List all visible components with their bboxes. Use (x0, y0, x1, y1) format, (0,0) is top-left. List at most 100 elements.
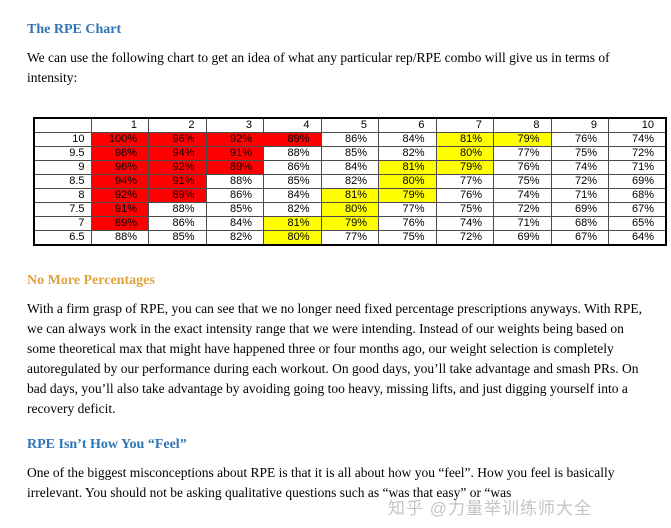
intensity-cell: 80% (320, 202, 379, 217)
intensity-cell: 92% (205, 132, 264, 147)
intensity-cell: 88% (90, 230, 149, 246)
intensity-cell: 79% (435, 160, 494, 175)
intensity-cell: 71% (550, 188, 609, 203)
intensity-cell: 92% (148, 160, 207, 175)
intensity-cell: 67% (608, 202, 667, 217)
table-row: 7.5 91% 88% 85% 82% 80% 77% 75% 72% 69% 67% (33, 202, 667, 217)
intensity-cell: 89% (263, 132, 322, 147)
intensity-cell: 85% (320, 146, 379, 161)
intensity-cell: 86% (148, 216, 207, 231)
intensity-cell: 89% (90, 216, 149, 231)
intensity-cell: 80% (378, 174, 437, 189)
intensity-cell: 76% (435, 188, 494, 203)
intensity-cell: 72% (493, 202, 552, 217)
intensity-cell: 86% (263, 160, 322, 175)
table-row: 9 96% 92% 89% 86% 84% 81% 79% 76% 74% 71% (33, 160, 667, 175)
rpe-row-label: 8.5 (33, 174, 92, 189)
intensity-cell: 71% (493, 216, 552, 231)
intensity-cell: 89% (205, 160, 264, 175)
intensity-cell: 85% (148, 230, 207, 246)
rep-count-header: 9 (550, 117, 609, 133)
intensity-cell: 85% (263, 174, 322, 189)
rep-count-header: 4 (263, 117, 322, 133)
intensity-cell: 64% (608, 230, 667, 246)
heading-rpe-isnt-how-you-feel: RPE Isn’t How You “Feel” (27, 437, 187, 452)
table-header-row: 1 2 3 4 5 6 7 8 9 10 (33, 117, 667, 133)
intensity-cell: 74% (608, 132, 667, 147)
rep-count-header: 5 (320, 117, 379, 133)
intensity-cell: 96% (148, 132, 207, 147)
intensity-cell: 89% (148, 188, 207, 203)
intensity-cell: 85% (205, 202, 264, 217)
rpe-row-label: 10 (33, 132, 92, 147)
intensity-cell: 92% (90, 188, 149, 203)
paragraph-rpe-isnt-how-you-feel: One of the biggest misconceptions about … (27, 465, 615, 500)
intensity-cell: 80% (263, 230, 322, 246)
intensity-cell: 68% (550, 216, 609, 231)
intensity-cell: 79% (378, 188, 437, 203)
table-row: 8 92% 89% 86% 84% 81% 79% 76% 74% 71% 68% (33, 188, 667, 203)
intensity-cell: 76% (493, 160, 552, 175)
intensity-cell: 75% (378, 230, 437, 246)
intensity-cell: 77% (320, 230, 379, 246)
intensity-cell: 74% (550, 160, 609, 175)
intensity-cell: 86% (205, 188, 264, 203)
paragraph-intro: We can use the following chart to get an… (27, 50, 610, 85)
table-row: 7 89% 86% 84% 81% 79% 76% 74% 71% 68% 65% (33, 216, 667, 231)
intensity-cell: 76% (378, 216, 437, 231)
intensity-cell: 91% (205, 146, 264, 161)
intensity-cell: 82% (378, 146, 437, 161)
rep-count-header: 2 (148, 117, 207, 133)
intensity-cell: 79% (320, 216, 379, 231)
rep-count-header: 6 (378, 117, 437, 133)
intensity-cell: 88% (205, 174, 264, 189)
table-corner-cell (33, 117, 92, 133)
intensity-cell: 74% (435, 216, 494, 231)
paragraph-no-more-percentages: With a firm grasp of RPE, you can see th… (27, 301, 642, 416)
intensity-cell: 75% (435, 202, 494, 217)
intensity-cell: 88% (263, 146, 322, 161)
rep-count-header: 10 (608, 117, 667, 133)
intensity-cell: 82% (205, 230, 264, 246)
table-row: 8.5 94% 91% 88% 85% 82% 80% 77% 75% 72% 69% (33, 174, 667, 189)
rep-count-header: 8 (493, 117, 552, 133)
intensity-cell: 68% (608, 188, 667, 203)
intensity-cell: 98% (90, 146, 149, 161)
document-page: The RPE Chart We can use the following c… (27, 22, 667, 518)
intensity-cell: 80% (435, 146, 494, 161)
rpe-row-label: 9.5 (33, 146, 92, 161)
intensity-cell: 75% (550, 146, 609, 161)
intensity-cell: 76% (550, 132, 609, 147)
rpe-chart-table: 1 2 3 4 5 6 7 8 9 10 10 100% 96% 92% 89% 86% 84% 81% 79% 76… (33, 117, 667, 246)
intensity-cell: 65% (608, 216, 667, 231)
intensity-cell: 69% (493, 230, 552, 246)
rpe-row-label: 6.5 (33, 230, 92, 246)
intensity-cell: 75% (493, 174, 552, 189)
intensity-cell: 91% (148, 174, 207, 189)
heading-the-rpe-chart: The RPE Chart (27, 22, 122, 37)
intensity-cell: 86% (320, 132, 379, 147)
intensity-cell: 81% (435, 132, 494, 147)
table-row: 9.5 98% 94% 91% 88% 85% 82% 80% 77% 75% 72% (33, 146, 667, 161)
rep-count-header: 1 (90, 117, 149, 133)
intensity-cell: 96% (90, 160, 149, 175)
intensity-cell: 81% (263, 216, 322, 231)
rpe-row-label: 7.5 (33, 202, 92, 217)
intensity-cell: 100% (90, 132, 149, 147)
intensity-cell: 88% (148, 202, 207, 217)
intensity-cell: 81% (320, 188, 379, 203)
intensity-cell: 79% (493, 132, 552, 147)
intensity-cell: 94% (148, 146, 207, 161)
rep-count-header: 7 (435, 117, 494, 133)
intensity-cell: 69% (608, 174, 667, 189)
rep-count-header: 3 (205, 117, 264, 133)
intensity-cell: 82% (320, 174, 379, 189)
intensity-cell: 67% (550, 230, 609, 246)
intensity-cell: 91% (90, 202, 149, 217)
intensity-cell: 74% (493, 188, 552, 203)
table-row: 10 100% 96% 92% 89% 86% 84% 81% 79% 76% 74% (33, 132, 667, 147)
table-row: 6.5 88% 85% 82% 80% 77% 75% 72% 69% 67% 64% (33, 230, 667, 246)
intensity-cell: 77% (378, 202, 437, 217)
intensity-cell: 77% (493, 146, 552, 161)
intensity-cell: 84% (263, 188, 322, 203)
